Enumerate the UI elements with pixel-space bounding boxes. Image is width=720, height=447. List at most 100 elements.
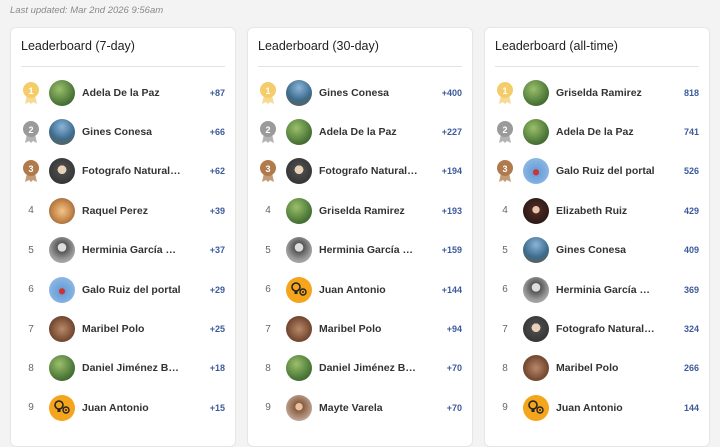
gold-medal-icon: 1 bbox=[257, 80, 279, 106]
leaderboard-row[interactable]: 6 Juan Antonio +144 bbox=[248, 270, 472, 309]
user-score: +15 bbox=[209, 402, 225, 413]
leaderboard-row[interactable]: 5 Herminia García Cruz +37 bbox=[11, 231, 235, 270]
user-name[interactable]: Maribel Polo bbox=[556, 362, 619, 375]
leaderboard-row[interactable]: 2 Adela De la Paz +227 bbox=[248, 112, 472, 151]
user-score: +39 bbox=[209, 205, 225, 216]
leaderboard-list: 1 Adela De la Paz +87 2 Gines Conesa +66 3 Foto… bbox=[11, 73, 235, 428]
leaderboard-row[interactable]: 3 Fotografo Naturaleza +194 bbox=[248, 152, 472, 191]
avatar[interactable] bbox=[49, 355, 75, 382]
avatar[interactable] bbox=[523, 158, 549, 185]
avatar[interactable] bbox=[49, 79, 75, 106]
avatar[interactable] bbox=[286, 237, 312, 264]
avatar[interactable] bbox=[286, 158, 312, 185]
avatar[interactable] bbox=[523, 276, 549, 303]
leaderboard-row[interactable]: 8 Maribel Polo 266 bbox=[485, 349, 709, 388]
avatar[interactable] bbox=[49, 394, 75, 421]
avatar[interactable] bbox=[523, 355, 549, 382]
avatar[interactable] bbox=[49, 276, 75, 303]
user-name[interactable]: Fotografo Naturaleza bbox=[556, 323, 656, 336]
avatar[interactable] bbox=[286, 276, 312, 303]
rank-number: 8 bbox=[265, 362, 271, 374]
user-name[interactable]: Elizabeth Ruiz bbox=[556, 204, 628, 217]
user-name[interactable]: Juan Antonio bbox=[556, 401, 623, 414]
user-score: 429 bbox=[683, 205, 699, 216]
user-name[interactable]: Herminia García Cruz bbox=[82, 244, 182, 257]
user-score: +70 bbox=[446, 363, 462, 374]
avatar[interactable] bbox=[49, 237, 75, 264]
leaderboard-row[interactable]: 4 Griselda Ramirez +193 bbox=[248, 191, 472, 230]
user-name[interactable]: Gines Conesa bbox=[319, 86, 390, 99]
user-name[interactable]: Galo Ruiz del portal bbox=[82, 283, 181, 296]
leaderboard-row[interactable]: 3 Fotografo Naturaleza +62 bbox=[11, 152, 235, 191]
avatar[interactable] bbox=[49, 197, 75, 224]
user-name[interactable]: Adela De la Paz bbox=[319, 126, 397, 139]
user-score: +400 bbox=[441, 87, 462, 98]
leaderboard-row[interactable]: 7 Maribel Polo +94 bbox=[248, 309, 472, 348]
leaderboard-row[interactable]: 1 Griselda Ramirez 818 bbox=[485, 73, 709, 112]
user-name[interactable]: Adela De la Paz bbox=[82, 86, 160, 99]
leaderboard-row[interactable]: 8 Daniel Jiménez Belmonte +70 bbox=[248, 349, 472, 388]
user-name[interactable]: Griselda Ramirez bbox=[556, 86, 642, 99]
leaderboard-row[interactable]: 9 Mayte Varela +70 bbox=[248, 388, 472, 427]
silver-medal-icon: 2 bbox=[20, 119, 42, 145]
avatar[interactable] bbox=[523, 119, 549, 146]
last-updated-text: Last updated: Mar 2nd 2026 9:56am bbox=[10, 5, 164, 16]
avatar[interactable] bbox=[49, 316, 75, 343]
avatar[interactable] bbox=[523, 197, 549, 224]
leaderboard-row[interactable]: 6 Galo Ruiz del portal +29 bbox=[11, 270, 235, 309]
user-name[interactable]: Fotografo Naturaleza bbox=[319, 165, 419, 178]
user-name[interactable]: Adela De la Paz bbox=[556, 126, 634, 139]
user-name[interactable]: Gines Conesa bbox=[82, 126, 153, 139]
user-score: +193 bbox=[441, 205, 462, 216]
user-name[interactable]: Fotografo Naturaleza bbox=[82, 165, 182, 178]
user-name[interactable]: Raquel Perez bbox=[82, 204, 148, 217]
leaderboard-row[interactable]: 9 Juan Antonio 144 bbox=[485, 388, 709, 427]
user-name[interactable]: Maribel Polo bbox=[82, 323, 145, 336]
user-name[interactable]: Herminia García Cruz bbox=[319, 244, 419, 257]
avatar[interactable] bbox=[286, 394, 312, 421]
user-score: 741 bbox=[683, 127, 699, 138]
silver-medal-icon: 2 bbox=[257, 119, 279, 145]
user-name[interactable]: Gines Conesa bbox=[556, 244, 627, 257]
avatar[interactable] bbox=[49, 119, 75, 146]
leaderboard-row[interactable]: 2 Adela De la Paz 741 bbox=[485, 112, 709, 151]
avatar[interactable] bbox=[49, 158, 75, 185]
user-name[interactable]: Galo Ruiz del portal bbox=[556, 165, 655, 178]
user-name[interactable]: Herminia García Cruz bbox=[556, 283, 656, 296]
leaderboard-row[interactable]: 6 Herminia García Cruz 369 bbox=[485, 270, 709, 309]
user-name[interactable]: Griselda Ramirez bbox=[319, 204, 405, 217]
leaderboard-row[interactable]: 1 Gines Conesa +400 bbox=[248, 73, 472, 112]
leaderboard-row[interactable]: 5 Herminia García Cruz +159 bbox=[248, 231, 472, 270]
user-score: +94 bbox=[446, 324, 462, 335]
leaderboard-row[interactable]: 4 Raquel Perez +39 bbox=[11, 191, 235, 230]
user-name[interactable]: Juan Antonio bbox=[319, 283, 386, 296]
leaderboard-row[interactable]: 1 Adela De la Paz +87 bbox=[11, 73, 235, 112]
divider bbox=[258, 66, 462, 67]
avatar[interactable] bbox=[523, 237, 549, 264]
leaderboard-row[interactable]: 3 Galo Ruiz del portal 526 bbox=[485, 152, 709, 191]
user-name[interactable]: Daniel Jiménez Belmonte bbox=[319, 362, 419, 375]
bronze-medal-icon: 3 bbox=[20, 158, 42, 184]
leaderboard-row[interactable]: 7 Fotografo Naturaleza 324 bbox=[485, 309, 709, 348]
leaderboard-row[interactable]: 5 Gines Conesa 409 bbox=[485, 231, 709, 270]
user-name[interactable]: Maribel Polo bbox=[319, 323, 382, 336]
avatar[interactable] bbox=[523, 316, 549, 343]
avatar[interactable] bbox=[286, 79, 312, 106]
avatar[interactable] bbox=[286, 119, 312, 146]
user-score: +144 bbox=[441, 284, 462, 295]
user-name[interactable]: Mayte Varela bbox=[319, 401, 383, 414]
rank-number: 6 bbox=[28, 284, 34, 296]
avatar[interactable] bbox=[286, 316, 312, 343]
user-score: +227 bbox=[441, 127, 462, 138]
leaderboard-row[interactable]: 2 Gines Conesa +66 bbox=[11, 112, 235, 151]
avatar[interactable] bbox=[286, 355, 312, 382]
leaderboard-row[interactable]: 4 Elizabeth Ruiz 429 bbox=[485, 191, 709, 230]
leaderboard-row[interactable]: 7 Maribel Polo +25 bbox=[11, 309, 235, 348]
avatar[interactable] bbox=[523, 394, 549, 421]
avatar[interactable] bbox=[523, 79, 549, 106]
user-name[interactable]: Juan Antonio bbox=[82, 401, 149, 414]
leaderboard-row[interactable]: 8 Daniel Jiménez Belmonte +18 bbox=[11, 349, 235, 388]
avatar[interactable] bbox=[286, 197, 312, 224]
user-name[interactable]: Daniel Jiménez Belmonte bbox=[82, 362, 182, 375]
leaderboard-row[interactable]: 9 Juan Antonio +15 bbox=[11, 388, 235, 427]
